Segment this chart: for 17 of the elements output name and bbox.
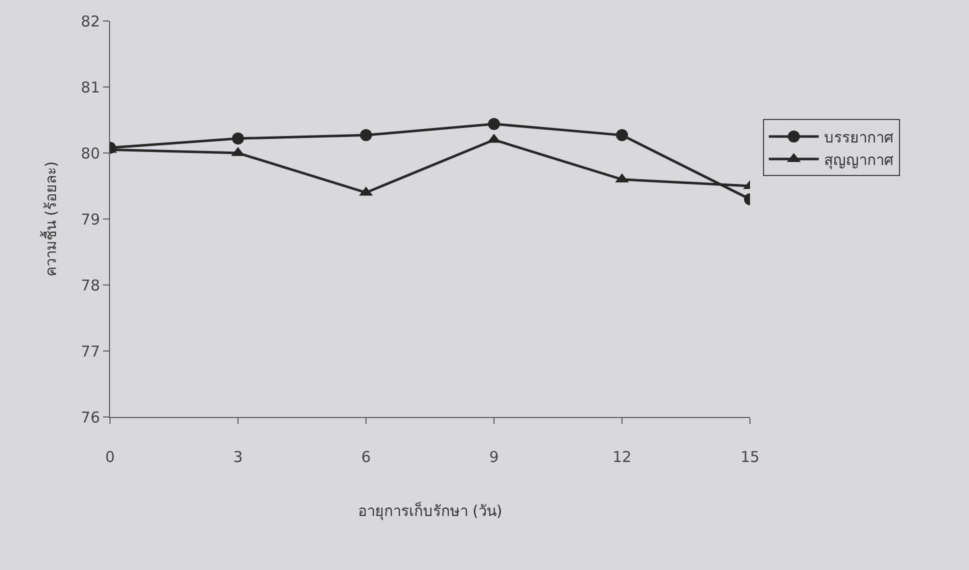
x-axis-title: อายุการเก็บรักษา (วัน) [358,501,502,521]
y-tick-label: 82 [80,12,100,30]
y-tick-label: 79 [80,210,100,228]
y-tick-label: 80 [80,144,100,162]
x-tick-label: 15 [740,448,760,466]
x-tick-label: 3 [233,448,243,466]
legend-label: บรรยากาศ [824,128,894,146]
legend-label: สุญญากาศ [824,150,894,170]
x-tick-label: 6 [361,448,371,466]
x-tick-label: 12 [612,448,632,466]
y-tick-label: 78 [80,276,100,294]
y-tick-label: 77 [80,342,100,360]
y-axis-title: ความชื้น (ร้อยละ) [40,161,60,277]
y-tick-label: 76 [80,408,100,426]
y-tick-label: 81 [80,78,100,96]
x-tick-label: 0 [105,448,115,466]
x-tick-label: 9 [489,448,499,466]
